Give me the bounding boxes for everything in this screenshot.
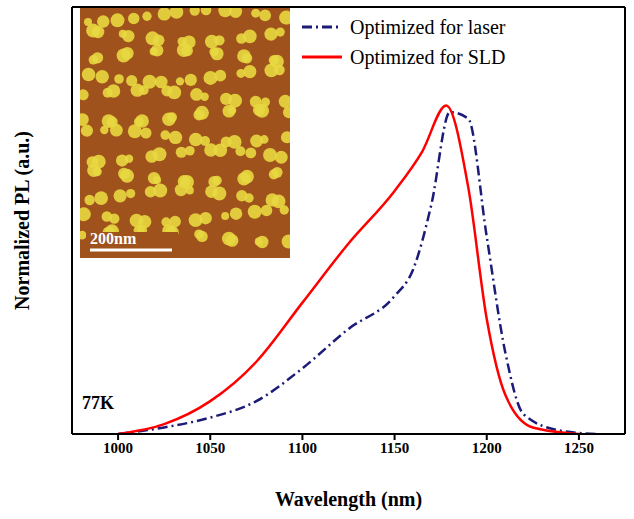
svg-text:1050: 1050	[195, 440, 225, 456]
svg-text:1200: 1200	[472, 440, 502, 456]
svg-text:1150: 1150	[380, 440, 409, 456]
html-text:Optimized for laser: Optimized for laser	[350, 15, 506, 38]
svg-text:200nm: 200nm	[90, 230, 137, 247]
html-text:Optimized for SLD: Optimized for SLD	[350, 45, 506, 68]
html-text:77K: 77K	[82, 393, 114, 413]
svg-text:Wavelength (nm): Wavelength (nm)	[275, 488, 422, 511]
svg-text:1100: 1100	[288, 440, 317, 456]
svg-text:1250: 1250	[564, 440, 594, 456]
svg-text:1000: 1000	[103, 440, 133, 456]
svg-text:Normalized PL (a.u.): Normalized PL (a.u.)	[11, 131, 34, 310]
